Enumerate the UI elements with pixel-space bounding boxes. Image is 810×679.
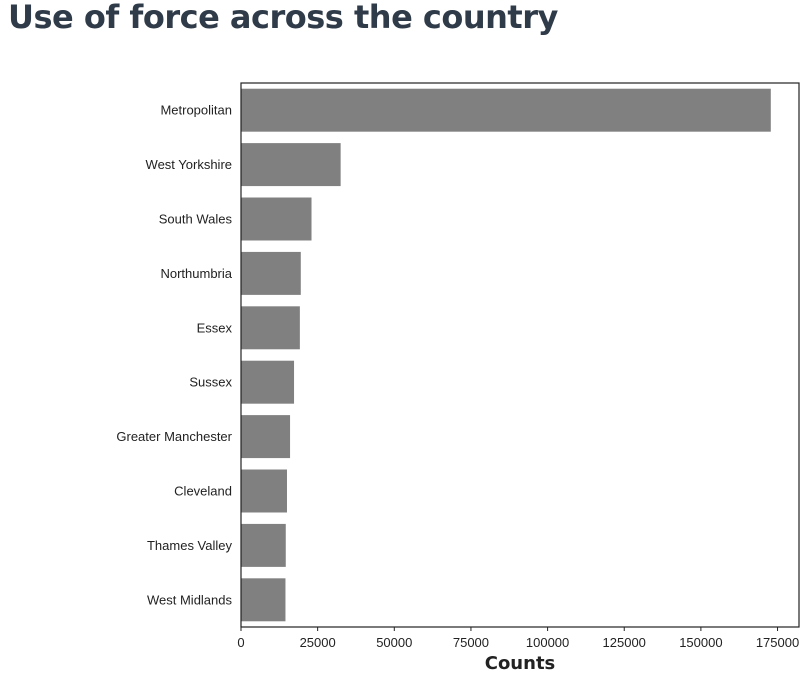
plot-frame: [240, 82, 800, 628]
bar-west-midlands: [241, 578, 286, 622]
bar-greater-manchester: [241, 415, 291, 459]
bar-northumbria: [241, 251, 301, 295]
y-tick-label: Essex: [197, 320, 233, 335]
bars-group: [241, 88, 771, 622]
y-tick-labels: Metropolitan West Yorkshire South Wales Nor…: [116, 103, 232, 608]
bar-essex: [241, 306, 300, 350]
x-tick-label: 50000: [376, 635, 412, 650]
bar-west-yorkshire: [241, 143, 341, 187]
bar-thames-valley: [241, 523, 286, 567]
x-tick-label: 100000: [526, 635, 569, 650]
x-tick-label: 125000: [603, 635, 646, 650]
y-tick-label: Thames Valley: [147, 538, 233, 553]
y-tick-label: West Midlands: [147, 592, 233, 607]
x-tick-label: 25000: [300, 635, 336, 650]
bar-south-wales: [241, 197, 312, 241]
y-tick-label: South Wales: [159, 212, 233, 227]
x-axis-label: Counts: [485, 653, 556, 674]
y-tick-label: West Yorkshire: [146, 157, 232, 172]
chart-title: Use of force across the country: [8, 0, 558, 36]
x-tick-label: 75000: [453, 635, 489, 650]
y-tick-label: Greater Manchester: [116, 429, 232, 444]
bar-metropolitan: [241, 88, 771, 132]
x-tick-label: 175000: [756, 635, 799, 650]
y-tick-label: Metropolitan: [160, 103, 232, 118]
y-tick-label: Northumbria: [160, 266, 232, 281]
y-tick-label: Cleveland: [174, 484, 232, 499]
x-tick-label: 150000: [679, 635, 722, 650]
x-tick-label: 0: [237, 635, 244, 650]
bar-cleveland: [241, 469, 287, 513]
y-tick-label: Sussex: [189, 375, 232, 390]
x-ticks: 0 25000 50000 75000 100000 125000 150000 175000: [237, 627, 799, 650]
bar-sussex: [241, 360, 295, 404]
